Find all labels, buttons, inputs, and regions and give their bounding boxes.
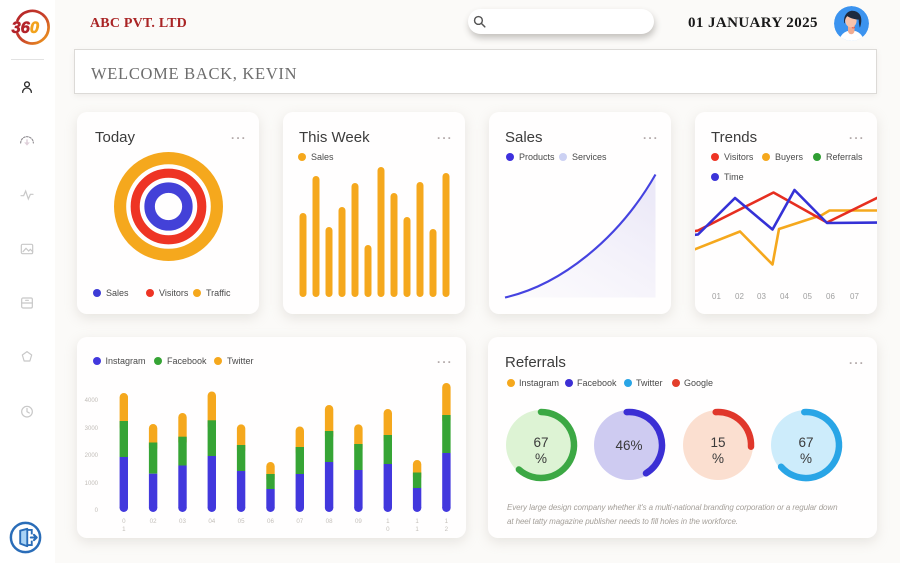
svg-text:07: 07 <box>296 518 303 525</box>
svg-text:02: 02 <box>150 518 157 525</box>
svg-text:03: 03 <box>179 518 186 525</box>
svg-text:67: 67 <box>533 435 548 450</box>
svg-text:360: 360 <box>12 19 40 37</box>
svg-text:1: 1 <box>445 518 449 525</box>
svg-text:1: 1 <box>415 526 419 533</box>
svg-text:67: 67 <box>798 435 813 450</box>
svg-text:04: 04 <box>208 518 215 525</box>
svg-text:0: 0 <box>386 526 390 533</box>
svg-text:46%: 46% <box>615 438 642 453</box>
svg-text:08: 08 <box>326 518 333 525</box>
svg-text:1: 1 <box>386 518 390 525</box>
svg-text:1: 1 <box>415 518 419 525</box>
svg-text:%: % <box>800 451 812 466</box>
svg-text:0: 0 <box>122 518 126 525</box>
svg-text:09: 09 <box>355 518 362 525</box>
svg-text:05: 05 <box>238 518 245 525</box>
svg-text:15: 15 <box>710 435 725 450</box>
svg-text:06: 06 <box>267 518 274 525</box>
svg-text:%: % <box>712 451 724 466</box>
svg-text:%: % <box>535 451 547 466</box>
svg-text:2: 2 <box>445 526 449 533</box>
svg-text:1: 1 <box>122 526 126 533</box>
